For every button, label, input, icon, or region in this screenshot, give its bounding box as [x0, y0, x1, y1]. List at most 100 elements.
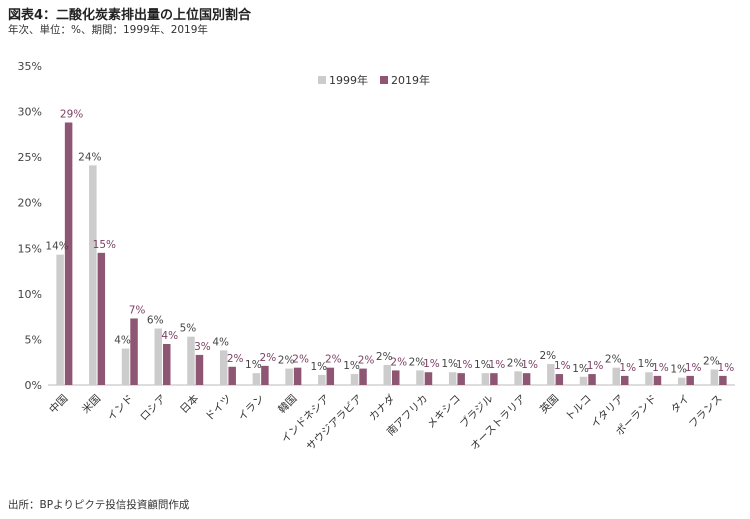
- category-label: 韓国: [276, 393, 299, 416]
- bar-2019: [653, 375, 662, 385]
- data-label-1999: 4%: [212, 336, 229, 348]
- data-label-1999: 1%: [474, 359, 491, 371]
- source-note: 出所：BPよりピクテ投信投資顧問作成: [8, 499, 190, 511]
- data-label-2019: 1%: [489, 359, 506, 371]
- data-label-1999: 6%: [147, 314, 164, 326]
- bar-2019: [588, 374, 596, 385]
- data-label-2019: 29%: [60, 109, 83, 121]
- bar-1999: [219, 350, 228, 385]
- bar-2019: [163, 343, 171, 385]
- data-label-1999: 2%: [507, 357, 524, 369]
- data-label-1999: 1%: [572, 363, 589, 375]
- data-label-2019: 2%: [227, 353, 244, 365]
- y-tick-label: 0%: [25, 379, 42, 392]
- bar-1999: [383, 364, 391, 385]
- bar-1999: [547, 364, 555, 385]
- bar-2019: [392, 370, 400, 385]
- legend-swatch-1999: [318, 76, 326, 84]
- bar-1999: [154, 328, 162, 385]
- bar-2019: [490, 373, 498, 385]
- bar-1999: [710, 369, 719, 385]
- chart-subtitle: 年次、単位：%、期間：1999年、2019年: [8, 24, 208, 36]
- y-tick-label: 25%: [18, 151, 42, 164]
- data-label-2019: 1%: [521, 359, 538, 371]
- y-tick-label: 35%: [18, 60, 42, 73]
- category-label: 中国: [46, 392, 70, 416]
- bar-1999: [285, 368, 293, 385]
- data-label-2019: 1%: [587, 360, 604, 372]
- data-label-2019: 2%: [390, 356, 407, 368]
- y-tick-label: 10%: [18, 288, 42, 301]
- bar-2019: [64, 122, 73, 385]
- data-label-1999: 2%: [278, 355, 295, 367]
- data-label-2019: 2%: [325, 354, 342, 366]
- data-label-2019: 2%: [358, 355, 375, 367]
- category-label: ドイツ: [203, 393, 234, 424]
- bar-1999: [121, 348, 130, 385]
- data-label-1999: 1%: [670, 364, 687, 376]
- data-label-1999: 2%: [409, 356, 426, 368]
- data-label-2019: 1%: [652, 362, 669, 374]
- bar-2019: [555, 374, 564, 385]
- bar-2019: [326, 367, 335, 385]
- category-label: インド: [105, 393, 136, 424]
- bar-1999: [89, 165, 97, 385]
- data-label-1999: 1%: [441, 358, 458, 370]
- y-tick-label: 20%: [18, 197, 42, 210]
- data-label-1999: 1%: [638, 358, 655, 370]
- data-label-1999: 1%: [343, 360, 360, 372]
- data-label-1999: 1%: [245, 359, 262, 371]
- category-label: イラン: [236, 393, 267, 424]
- data-label-1999: 14%: [45, 241, 68, 253]
- category-label: 日本: [177, 392, 201, 416]
- data-label-1999: 2%: [703, 356, 720, 368]
- data-label-2019: 1%: [456, 359, 473, 371]
- bar-1999: [252, 373, 261, 385]
- bar-1999: [318, 374, 326, 385]
- category-label: 英国: [537, 392, 561, 416]
- bar-2019: [97, 252, 106, 385]
- data-label-2019: 1%: [718, 362, 735, 374]
- bar-1999: [56, 254, 64, 385]
- bar-2019: [261, 365, 269, 385]
- legend-label-1999: 1999年: [329, 73, 368, 87]
- category-label: トルコ: [563, 393, 594, 424]
- data-label-2019: 3%: [194, 341, 211, 353]
- bar-2019: [457, 373, 465, 385]
- data-label-2019: 2%: [292, 354, 309, 366]
- data-label-2019: 7%: [129, 304, 146, 316]
- bar-2019: [130, 318, 138, 385]
- legend-label-2019: 2019年: [391, 73, 430, 87]
- category-label: タイ: [669, 393, 692, 416]
- bar-2019: [522, 373, 531, 385]
- bar-1999: [416, 370, 424, 385]
- bar-1999: [645, 372, 653, 385]
- bar-1999: [448, 372, 457, 385]
- bar-2019: [686, 375, 694, 385]
- bar-1999: [677, 377, 686, 385]
- bar-2019: [293, 367, 302, 385]
- y-tick-label: 30%: [18, 106, 42, 119]
- data-label-2019: 15%: [93, 239, 116, 251]
- data-label-2019: 1%: [423, 358, 440, 370]
- data-label-1999: 2%: [539, 350, 556, 362]
- bar-2019: [719, 375, 727, 385]
- chart-title: 図表4：二酸化炭素排出量の上位国別割合: [8, 8, 252, 23]
- data-label-1999: 24%: [78, 151, 101, 163]
- data-label-1999: 5%: [180, 323, 197, 335]
- bar-2019: [621, 375, 629, 385]
- bar-2019: [424, 372, 433, 385]
- bar-2019: [228, 366, 236, 385]
- bar-1999: [350, 374, 359, 385]
- category-label: 米国: [79, 392, 103, 416]
- category-label: フランス: [687, 393, 725, 431]
- category-label: メキシコ: [425, 393, 463, 431]
- data-label-2019: 4%: [161, 330, 178, 342]
- y-tick-label: 5%: [25, 333, 42, 346]
- data-label-2019: 1%: [554, 360, 571, 372]
- category-label: ロシア: [138, 393, 169, 424]
- y-tick-label: 15%: [18, 242, 42, 255]
- data-label-2019: 1%: [685, 362, 702, 374]
- data-label-1999: 1%: [310, 361, 327, 373]
